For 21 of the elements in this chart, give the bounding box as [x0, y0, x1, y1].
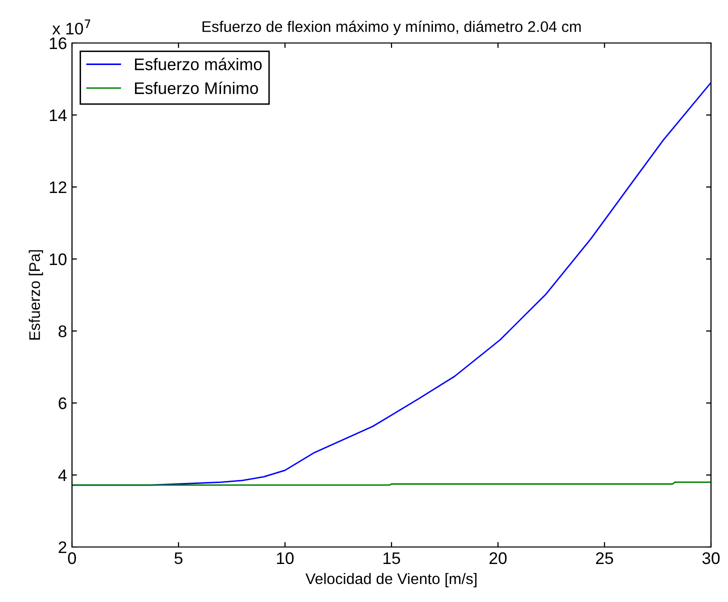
y-tick-label: 12 — [50, 181, 66, 194]
chart-title: Esfuerzo de flexion máximo y mínimo, diámetro 2.04 cm — [202, 20, 581, 36]
y-tick-label: 8 — [58, 325, 66, 338]
x-axis-title: Velocidad de Viento [m/s] — [306, 572, 476, 588]
y-tick-label: 6 — [58, 397, 66, 410]
x-tick-label: 25 — [596, 552, 614, 564]
y-tick-label: 16 — [50, 37, 66, 50]
legend-label: Esfuerzo Mínimo — [135, 82, 258, 94]
legend-label: Esfuerzo máximo — [135, 58, 262, 70]
y-tick-label: 10 — [50, 253, 66, 266]
x-tick-label: 5 — [174, 552, 182, 564]
y-tick-label: 2 — [58, 541, 66, 554]
text: x 10$^{7}$ — [52, 20, 90, 35]
x-tick-label: 30 — [702, 552, 720, 564]
x-tick-label: 10 — [277, 552, 294, 564]
y-tick-label: 4 — [58, 470, 67, 482]
y-axis-title: Esfuerzo [Pa] — [28, 250, 44, 340]
y-tick-label: 14 — [50, 110, 67, 122]
x-tick-label: 0 — [68, 552, 76, 564]
x-tick-label: 15 — [384, 552, 400, 564]
x-tick-label: 20 — [490, 552, 507, 564]
